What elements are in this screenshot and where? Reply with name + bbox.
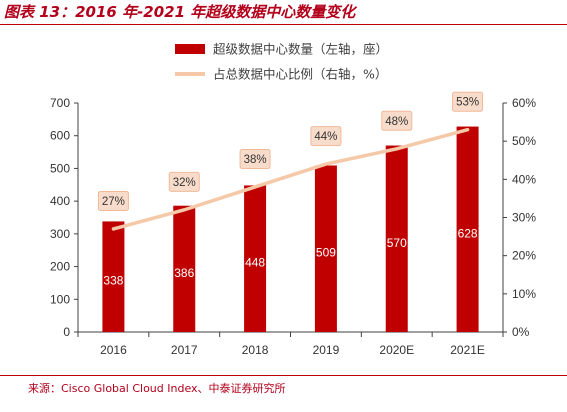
pct-label-box bbox=[168, 171, 200, 192]
y-right-tick-label: 30% bbox=[512, 211, 536, 225]
bar-value-label: 386 bbox=[174, 266, 194, 280]
ratio-line bbox=[111, 127, 470, 231]
y-right-tick-label: 50% bbox=[512, 134, 536, 148]
y-left-tick-label: 700 bbox=[50, 96, 70, 110]
pct-label-box bbox=[381, 110, 413, 131]
footer-divider bbox=[0, 375, 567, 376]
bar-value-label: 448 bbox=[245, 256, 265, 270]
legend-label-line: 占总数据中心比例（右轴，%） bbox=[213, 67, 387, 82]
bar-value-label: 628 bbox=[458, 226, 478, 240]
bar bbox=[385, 145, 408, 332]
x-tick-label: 2019 bbox=[313, 343, 340, 357]
pct-label-box bbox=[310, 126, 342, 147]
bar bbox=[102, 221, 125, 332]
y-right-tick-label: 0% bbox=[512, 325, 530, 339]
ratio-line-path bbox=[111, 127, 470, 231]
bar-value-label: 509 bbox=[316, 246, 336, 260]
pct-value-label: 53% bbox=[456, 97, 479, 109]
y-left-tick-label: 0 bbox=[63, 325, 70, 339]
bars bbox=[102, 126, 479, 332]
x-tick-label: 2017 bbox=[171, 343, 198, 357]
bar bbox=[173, 205, 196, 332]
bar bbox=[456, 126, 479, 332]
axes: 0 100 200 300 400 500 600 700 0% 10% 20% 30% 40% 50% 6… bbox=[50, 96, 536, 357]
y-left-tick-label: 100 bbox=[50, 292, 70, 306]
y-left-tick-label: 400 bbox=[50, 194, 70, 208]
legend: 超级数据中心数量（左轴，座） 占总数据中心比例（右轴，%） bbox=[175, 42, 388, 82]
x-tick-label: 2018 bbox=[242, 343, 269, 357]
x-tick-label: 2020E bbox=[379, 343, 414, 357]
y-left-tick-label: 500 bbox=[50, 161, 70, 175]
y-left-tick-label: 600 bbox=[50, 129, 70, 143]
title-divider bbox=[0, 24, 567, 25]
pct-value-label: 44% bbox=[314, 131, 337, 143]
bar bbox=[244, 185, 267, 332]
pct-label-box bbox=[239, 148, 271, 169]
pct-label-box bbox=[452, 91, 484, 112]
y-right-tick-label: 10% bbox=[512, 287, 536, 301]
bar-value-label: 570 bbox=[387, 236, 407, 250]
y-right-tick-label: 40% bbox=[512, 172, 536, 186]
y-left-tick-label: 200 bbox=[50, 260, 70, 274]
pct-value-label: 32% bbox=[173, 177, 196, 189]
legend-label-bar: 超级数据中心数量（左轴，座） bbox=[213, 42, 388, 57]
bar-value-label: 338 bbox=[103, 274, 123, 288]
y-left-tick-label: 300 bbox=[50, 227, 70, 241]
bar bbox=[314, 165, 337, 332]
pct-value-label: 38% bbox=[244, 154, 267, 166]
data-labels: 338 386 448 509 570 628 27% 32% 38% 44% 48% 53% bbox=[97, 91, 484, 288]
source-note: 来源：Cisco Global Cloud Index、中泰证券研究所 bbox=[28, 382, 286, 395]
legend-swatch-bar bbox=[175, 44, 205, 54]
pct-value-label: 27% bbox=[102, 196, 125, 208]
chart-title: 图表 13：2016 年-2021 年超级数据中心数量变化 bbox=[4, 3, 356, 21]
pct-label-box bbox=[97, 190, 129, 211]
x-tick-label: 2021E bbox=[450, 343, 485, 357]
pct-value-label: 48% bbox=[385, 116, 408, 128]
y-right-tick-label: 20% bbox=[512, 249, 536, 263]
y-right-tick-label: 60% bbox=[512, 96, 536, 110]
x-tick-label: 2016 bbox=[100, 343, 127, 357]
